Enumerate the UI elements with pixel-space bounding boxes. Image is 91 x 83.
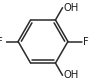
Text: OH: OH — [63, 70, 79, 80]
Text: F: F — [83, 37, 89, 46]
Text: F: F — [0, 37, 3, 46]
Text: OH: OH — [63, 3, 79, 13]
